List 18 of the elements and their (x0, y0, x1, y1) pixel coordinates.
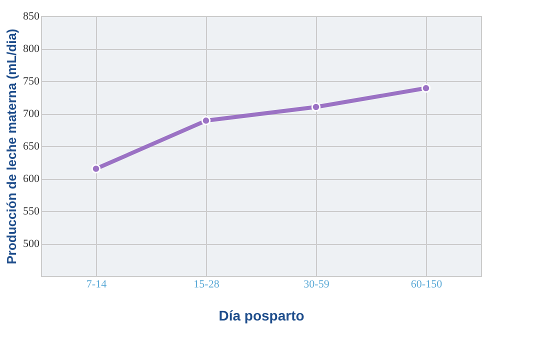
point (201, 116, 211, 126)
x-tick-label: 30-59 (304, 278, 330, 290)
y-tick-label: 700 (23, 108, 40, 120)
y-tick-label: 500 (23, 238, 40, 250)
y-tick-label: 850 (23, 10, 40, 22)
x-tick-label: 60-150 (410, 278, 443, 290)
point (311, 102, 321, 112)
point (91, 164, 101, 174)
y-tick-label: 600 (23, 173, 40, 185)
y-axis-title: Producción de leche materna (mL/dia) (4, 28, 19, 264)
x-axis-title: Día posparto (218, 308, 304, 324)
x-tick-label: 7-14 (86, 278, 108, 290)
x-tick-label: 15-28 (194, 278, 220, 290)
point (421, 84, 431, 93)
y-tick-label: 550 (23, 206, 40, 218)
y-tick-label: 750 (23, 76, 40, 88)
y-tick-label: 800 (23, 43, 40, 55)
y-tick-label: 650 (23, 140, 40, 152)
